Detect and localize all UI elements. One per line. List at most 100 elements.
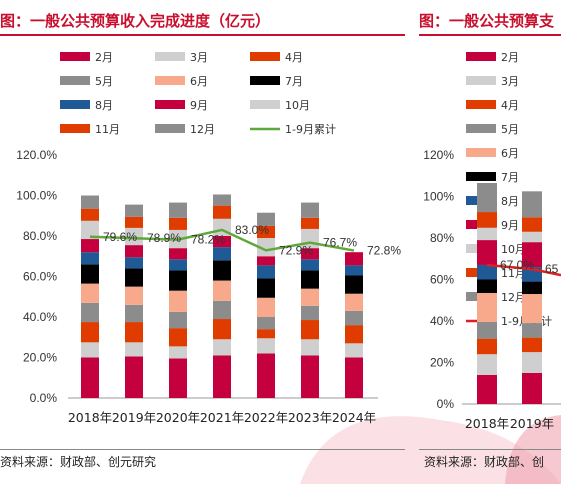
bar-segment xyxy=(169,358,187,398)
bar-segment xyxy=(213,247,231,261)
bar-segment xyxy=(522,281,542,295)
bar-segment xyxy=(301,202,319,218)
bar-segment xyxy=(522,323,542,338)
left-chart: 2月 3月 4月 5月 6月 7月 8月 9月 10月 11月 12月 1-9月累计 0.0% 20.0%… xyxy=(16,51,401,425)
bar-segment xyxy=(213,339,231,356)
bar-segment xyxy=(125,257,143,269)
bar-segment xyxy=(81,302,99,323)
legend-label: 6月 xyxy=(190,75,208,88)
x-tick-label: 2022年 xyxy=(244,410,288,425)
bar-segment xyxy=(522,372,542,404)
y-tick-label: 20% xyxy=(430,356,454,370)
y-tick-label: 60.0% xyxy=(23,270,57,284)
legend-swatch xyxy=(60,52,90,61)
x-tick-label: 2018年 xyxy=(465,416,509,431)
bar-segment xyxy=(477,227,497,241)
bar-segment xyxy=(125,286,143,305)
bar-segment xyxy=(522,242,542,268)
legend-swatch xyxy=(155,124,185,133)
bar-segment xyxy=(125,304,143,323)
bottom-rule-left xyxy=(0,449,405,450)
bar-segment xyxy=(301,248,319,260)
bar-segment xyxy=(169,202,187,218)
legend-label: 4月 xyxy=(285,51,303,64)
y-tick-label: 40.0% xyxy=(23,310,57,324)
bar-segment xyxy=(81,208,99,221)
bar-segment xyxy=(169,217,187,230)
line-data-label: 65 xyxy=(545,262,559,276)
bar-segment xyxy=(522,217,542,232)
chart-title-left: 图：一般公共预算收入完成进度（亿元） xyxy=(0,12,271,30)
chart-title-right: 图：一般公共预算支 xyxy=(419,12,555,30)
bar-segment xyxy=(301,270,319,289)
bar-segment xyxy=(301,339,319,356)
bar-segment xyxy=(81,357,99,398)
line-data-label: 79.6% xyxy=(103,230,137,244)
bar-segment xyxy=(257,297,275,317)
bar-segment xyxy=(213,205,231,219)
legend-swatch xyxy=(155,52,185,61)
legend-swatch xyxy=(250,76,280,85)
y-tick-label: 80.0% xyxy=(23,229,57,243)
bar-segment xyxy=(522,294,542,324)
bar-segment xyxy=(257,329,275,339)
bar-segment xyxy=(213,300,231,320)
line-data-label: 78.9% xyxy=(147,231,181,245)
bar-segment xyxy=(169,259,187,271)
bar-segment xyxy=(301,288,319,306)
legend-swatch xyxy=(250,52,280,61)
legend-swatch xyxy=(466,148,496,157)
x-tick-label: 2018年 xyxy=(68,410,112,425)
bar-segment xyxy=(125,342,143,357)
bar-segment xyxy=(257,265,275,279)
y-tick-label: 120.0% xyxy=(16,148,57,162)
y-tick-label: 0.0% xyxy=(30,391,58,405)
bar-segment xyxy=(213,260,231,281)
bar-segment xyxy=(125,227,143,246)
bar-segment xyxy=(213,194,231,206)
bar-segment xyxy=(257,278,275,298)
bar-segment xyxy=(345,252,363,266)
bar-segment xyxy=(301,320,319,340)
cumulative-line-ext xyxy=(531,267,561,277)
legend-label: 5月 xyxy=(501,123,519,136)
bar-segment xyxy=(213,319,231,340)
bar-segment xyxy=(81,322,99,343)
bar-segment xyxy=(81,264,99,284)
legend-swatch xyxy=(155,76,185,85)
bar-segment xyxy=(522,352,542,373)
bar-segment xyxy=(169,311,187,329)
legend-label: 4月 xyxy=(501,99,519,112)
title-rule-right xyxy=(419,34,561,36)
watermark-swoosh xyxy=(300,416,561,484)
legend-swatch xyxy=(466,76,496,85)
legend-label: 10月 xyxy=(285,99,310,112)
bar-segment xyxy=(345,265,363,276)
bar-segment xyxy=(169,270,187,291)
bar-segment xyxy=(522,337,542,353)
bar-segment xyxy=(345,293,363,311)
bar-segment xyxy=(477,338,497,355)
bar-segment xyxy=(257,238,275,257)
bar-segment xyxy=(477,264,497,280)
bar-segment xyxy=(522,191,542,218)
bar-segment xyxy=(477,212,497,228)
line-data-label: 72.9% xyxy=(279,243,313,257)
bar-segment xyxy=(257,212,275,226)
legend-label: 12月 xyxy=(501,291,526,304)
bar-segment xyxy=(477,240,497,265)
bar-segment xyxy=(301,305,319,321)
legend-label: 9月 xyxy=(501,219,519,232)
bar-segment xyxy=(522,231,542,243)
y-tick-label: 40% xyxy=(430,314,454,328)
bar-segment xyxy=(477,183,497,213)
cumulative-line xyxy=(89,228,355,252)
bar-segment xyxy=(477,354,497,375)
bar-segment xyxy=(257,225,275,239)
bar-segment xyxy=(125,356,143,398)
legend-swatch xyxy=(466,100,496,109)
bar-segment xyxy=(81,239,99,253)
bar-segment xyxy=(257,317,275,330)
line-data-label: 83.0% xyxy=(235,223,269,237)
legend-label: 7月 xyxy=(501,171,519,184)
